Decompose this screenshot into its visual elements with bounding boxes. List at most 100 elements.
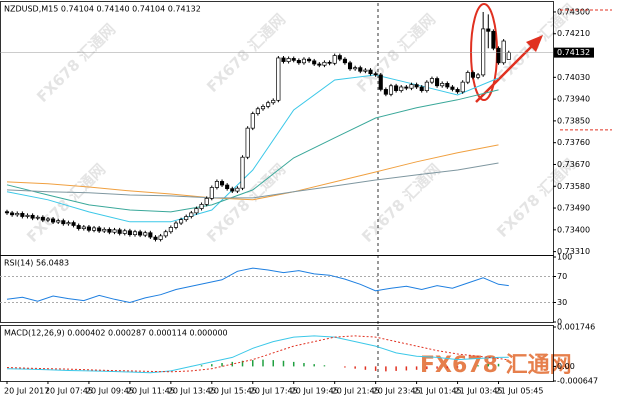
price-tag-label: 0.74132 bbox=[557, 48, 590, 57]
candle-body bbox=[51, 218, 56, 223]
candle-body bbox=[486, 28, 491, 32]
y-tick-label: 0.73580 bbox=[557, 182, 590, 191]
x-tick-label: 20 Jul 07:45 bbox=[45, 387, 93, 396]
candle-body bbox=[225, 184, 230, 190]
candle-body bbox=[163, 231, 168, 237]
panel-frame bbox=[0, 255, 554, 323]
rsi-line bbox=[6, 267, 509, 304]
candle-body bbox=[475, 74, 481, 78]
candle-body bbox=[445, 83, 450, 88]
y-tick-label: 0.73760 bbox=[557, 138, 590, 147]
candle-body bbox=[291, 58, 296, 61]
candle-body bbox=[20, 213, 25, 217]
candle-body bbox=[271, 99, 276, 104]
candle-body bbox=[204, 198, 209, 205]
candle-body bbox=[281, 57, 286, 62]
y-tick-label: 100 bbox=[557, 253, 572, 262]
candle-body bbox=[122, 230, 127, 234]
candle-body bbox=[255, 108, 260, 114]
candle-body bbox=[30, 214, 35, 219]
y-tick-label: 0.73850 bbox=[557, 116, 590, 125]
y-tick-label: 0 bbox=[557, 318, 562, 327]
x-tick-label: 20 Jul 23:45 bbox=[373, 387, 421, 396]
candle-body bbox=[250, 113, 255, 129]
candle-body bbox=[56, 220, 61, 223]
candle-body bbox=[378, 74, 383, 90]
candle-body bbox=[347, 62, 353, 70]
candle-body bbox=[394, 85, 399, 91]
moving-average bbox=[6, 144, 499, 201]
candle-body bbox=[460, 81, 465, 93]
x-tick-label: 20 Jul 17:45 bbox=[250, 387, 298, 396]
candle-body bbox=[363, 69, 368, 72]
macd-signal bbox=[6, 335, 509, 373]
y-tick-label: -0.000647 bbox=[557, 377, 598, 386]
candle-body bbox=[435, 78, 440, 87]
candle-body bbox=[10, 212, 15, 216]
x-tick-label: 21 Jul 05:45 bbox=[496, 387, 544, 396]
panel-frame bbox=[0, 325, 554, 382]
candle-body bbox=[481, 28, 486, 76]
candle-body bbox=[286, 58, 291, 62]
y-tick-label: 0.73670 bbox=[557, 160, 590, 169]
candle-body bbox=[266, 102, 271, 107]
candle-body bbox=[470, 72, 475, 78]
x-tick-label: 20 Jul 15:45 bbox=[209, 387, 257, 396]
candle-body bbox=[127, 230, 132, 236]
candle-body bbox=[388, 85, 394, 95]
candle-body bbox=[97, 227, 102, 232]
candle-body bbox=[143, 232, 148, 236]
candle-body bbox=[209, 187, 214, 199]
y-tick-label: 30 bbox=[557, 298, 567, 307]
panel-title: MACD(12,26,9) 0.000402 0.000287 0.000114… bbox=[4, 329, 228, 338]
price-tag bbox=[554, 47, 594, 58]
candle-body bbox=[61, 220, 66, 225]
candle-body bbox=[199, 204, 204, 209]
candle-body bbox=[40, 216, 45, 221]
candle-body bbox=[107, 228, 112, 233]
candle-body bbox=[4, 211, 10, 214]
candle-body bbox=[301, 58, 307, 64]
candle-body bbox=[296, 60, 301, 64]
candle-body bbox=[76, 225, 81, 229]
y-tick-label: 0.73400 bbox=[557, 225, 590, 234]
candle-body bbox=[138, 231, 143, 236]
candle-body bbox=[307, 58, 312, 62]
candle-body bbox=[317, 63, 322, 66]
candle-body bbox=[440, 83, 445, 87]
candle-body bbox=[506, 52, 511, 60]
candle-body bbox=[342, 58, 347, 64]
candle-body bbox=[399, 86, 404, 91]
candle-body bbox=[81, 226, 86, 229]
moving-average bbox=[6, 162, 499, 199]
y-tick-label: 0.73310 bbox=[557, 247, 590, 256]
candle-body bbox=[235, 187, 240, 192]
candle-body bbox=[148, 232, 153, 238]
candle-body bbox=[189, 212, 194, 217]
candle-body bbox=[491, 30, 496, 49]
candle-body bbox=[230, 188, 235, 192]
candle-body bbox=[25, 214, 30, 217]
x-tick-label: 20 Jul 19:45 bbox=[291, 387, 339, 396]
candle-body bbox=[173, 222, 179, 228]
candle-body bbox=[424, 81, 429, 91]
x-tick-label: 20 Jul 2017 bbox=[4, 387, 49, 396]
candle-body bbox=[117, 229, 122, 234]
candle-body bbox=[414, 84, 419, 88]
y-tick-label: 0.73940 bbox=[557, 95, 590, 104]
candle-body bbox=[409, 84, 414, 89]
candle-body bbox=[45, 218, 51, 221]
candle-body bbox=[240, 156, 245, 189]
candle-body bbox=[102, 228, 107, 232]
candle-body bbox=[404, 86, 409, 89]
candle-body bbox=[276, 57, 281, 101]
logo: FX678 汇通网 bbox=[420, 353, 572, 378]
candle-body bbox=[86, 226, 91, 231]
x-tick-label: 21 Jul 03:45 bbox=[455, 387, 503, 396]
candle-body bbox=[214, 181, 219, 188]
panel-title: NZDUSD,M15 0.74104 0.74140 0.74104 0.741… bbox=[4, 5, 201, 14]
candle-body bbox=[501, 40, 506, 64]
candle-body bbox=[383, 89, 388, 95]
